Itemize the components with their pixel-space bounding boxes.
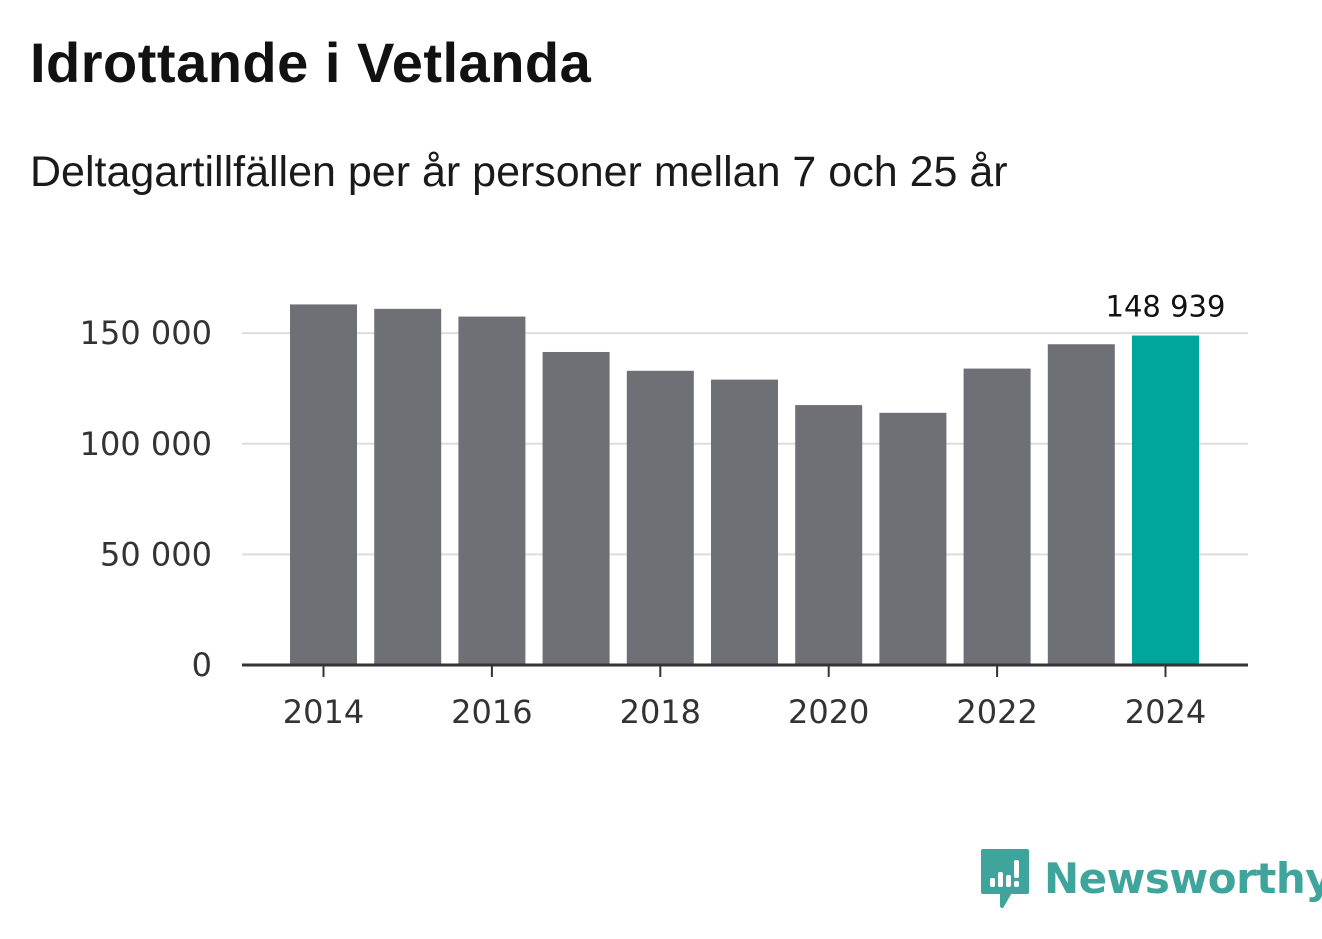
value-label: 148 939 <box>1106 290 1226 324</box>
x-tick-label: 2016 <box>451 693 532 731</box>
y-axis-labels: 0 50 000 100 000 150 000 <box>80 314 212 684</box>
x-tick-label: 2024 <box>1125 693 1206 731</box>
x-axis <box>242 663 1248 677</box>
annotations: 148 939 <box>1106 290 1226 324</box>
bar <box>374 308 442 665</box>
y-tick-label: 150 000 <box>80 314 212 352</box>
bar <box>711 379 778 665</box>
x-axis-labels: 2014 2016 2018 2020 2022 2024 <box>283 693 1206 731</box>
bar-highlighted <box>1132 335 1199 665</box>
x-tick-label: 2018 <box>620 693 701 731</box>
bar <box>1047 344 1115 665</box>
chart-subtitle: Deltagartillfällen per år personer mella… <box>30 148 1008 196</box>
bar <box>542 351 610 665</box>
x-tick-label: 2022 <box>956 693 1037 731</box>
bar <box>879 412 947 665</box>
newsworthy-logo-icon <box>981 849 1029 908</box>
y-tick-label: 0 <box>192 646 212 684</box>
x-tick-label: 2014 <box>283 693 364 731</box>
bar <box>963 368 1031 665</box>
bar <box>290 304 357 665</box>
chart-title: Idrottande i Vetlanda <box>30 31 592 94</box>
bar <box>458 316 526 665</box>
brand-name: Newsworthy <box>1044 853 1322 903</box>
y-tick-label: 100 000 <box>80 425 212 463</box>
bar <box>795 405 863 665</box>
bar <box>626 370 694 665</box>
y-tick-label: 50 000 <box>100 535 212 573</box>
brand-logo: Newsworthy <box>980 848 1322 908</box>
x-tick-label: 2020 <box>788 693 869 731</box>
bars <box>290 304 1199 665</box>
